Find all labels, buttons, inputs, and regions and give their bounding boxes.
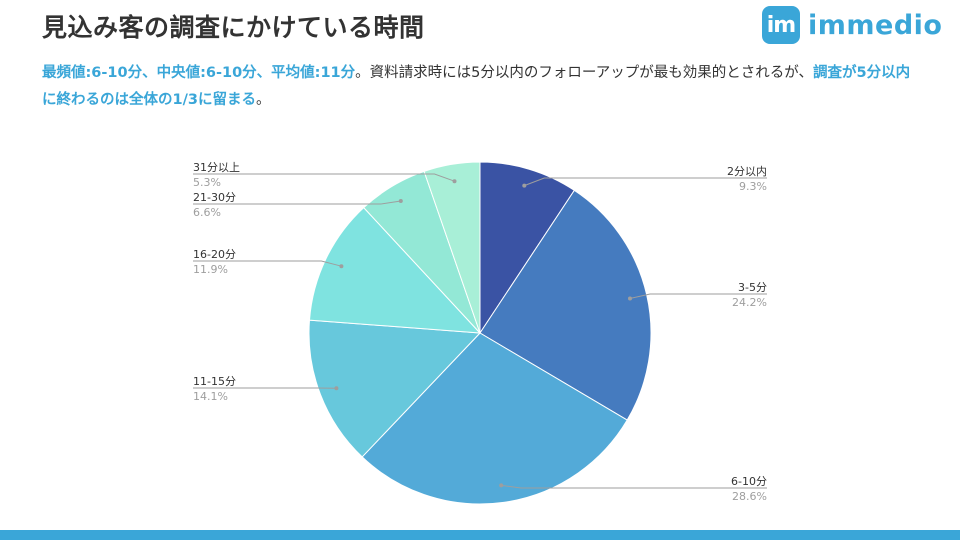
summary-body-2: 。 xyxy=(255,92,271,108)
leader-dot xyxy=(522,183,527,188)
page-title: 見込み客の調査にかけている時間 xyxy=(42,13,425,42)
leader-line xyxy=(193,260,342,267)
brand-logo: im immedio xyxy=(762,6,942,44)
pie-slice xyxy=(308,319,482,458)
brand-name: immedio xyxy=(808,9,943,41)
slice-value-label: 24.2% xyxy=(732,296,767,309)
leader-dot xyxy=(628,296,632,301)
leader-line xyxy=(629,293,767,299)
slice-label: 16-20分 xyxy=(193,248,236,261)
leader-line xyxy=(524,177,767,187)
summary-highlight-finding: 調査が5分以内に終わるのは全体の1/3に留まる xyxy=(42,65,911,108)
summary-highlight-stats: 最頻値:6-10分、中央値:6-10分、平均値:11分 xyxy=(42,65,356,81)
brand-mark-icon: im xyxy=(762,6,800,44)
slice-label: 2分以内 xyxy=(727,164,767,178)
leader-line xyxy=(193,200,401,205)
slice-value-label: 28.6% xyxy=(732,490,767,503)
leader-dot xyxy=(452,179,457,184)
slice-value-label: 14.1% xyxy=(193,390,228,403)
slice-label: 31分以上 xyxy=(193,161,240,174)
slice-label: 21-30分 xyxy=(193,191,236,204)
leader-line xyxy=(501,484,767,489)
leader-dot xyxy=(499,483,504,488)
slice-label: 11-15分 xyxy=(193,375,236,388)
pie-slice xyxy=(361,332,628,505)
slice-label: 6-10分 xyxy=(731,475,767,488)
pie-slice xyxy=(479,161,576,335)
slice-value-label: 6.6% xyxy=(193,206,221,219)
summary-text: 最頻値:6-10分、中央値:6-10分、平均値:11分。資料請求時には5分以内の… xyxy=(42,60,922,114)
summary-body-1: 。資料請求時には5分以内のフォローアップが最も効果的とされるが、 xyxy=(355,65,814,81)
leader-dot xyxy=(334,386,339,391)
pie-slice xyxy=(423,161,481,334)
footer-accent-bar xyxy=(0,530,960,540)
slice-value-label: 5.3% xyxy=(193,176,221,189)
slice-label: 3-5分 xyxy=(738,281,767,294)
leader-dot xyxy=(339,264,344,269)
leader-dot xyxy=(398,199,403,203)
pie-slice xyxy=(308,206,482,334)
slice-value-label: 11.9% xyxy=(193,263,228,276)
leader-line xyxy=(193,173,455,182)
slice-value-label: 9.3% xyxy=(739,180,767,193)
